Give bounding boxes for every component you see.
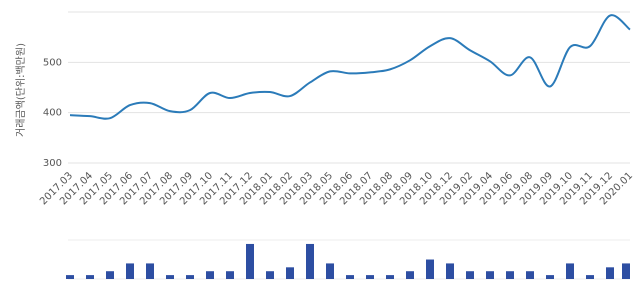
bar <box>346 275 354 279</box>
bar <box>286 267 294 279</box>
line <box>69 14 631 120</box>
bar <box>566 263 574 279</box>
bar <box>446 263 454 279</box>
bar <box>526 271 534 279</box>
bar <box>146 263 154 279</box>
bar <box>266 271 274 279</box>
bar <box>106 271 114 279</box>
bar <box>226 271 234 279</box>
bar <box>66 275 74 279</box>
bar <box>586 275 594 279</box>
bar <box>486 271 494 279</box>
bar <box>126 263 134 279</box>
bar <box>206 271 214 279</box>
bar <box>246 243 254 279</box>
bar <box>366 275 374 279</box>
bar <box>166 275 174 279</box>
y-axis-label: 거래금액(단위:백만원) <box>14 43 27 137</box>
bar <box>506 271 514 279</box>
bar <box>386 275 394 279</box>
bar <box>186 275 194 279</box>
bar <box>86 275 94 279</box>
bar <box>306 243 314 279</box>
bar <box>426 259 434 279</box>
bar <box>622 263 630 279</box>
y-tick-label: 400 <box>43 108 62 119</box>
bar <box>326 263 334 279</box>
bar <box>606 267 614 279</box>
bar <box>546 275 554 279</box>
bar <box>406 271 414 279</box>
y-tick-label: 300 <box>43 158 62 169</box>
y-tick-label: 500 <box>43 57 62 68</box>
bar <box>466 271 474 279</box>
